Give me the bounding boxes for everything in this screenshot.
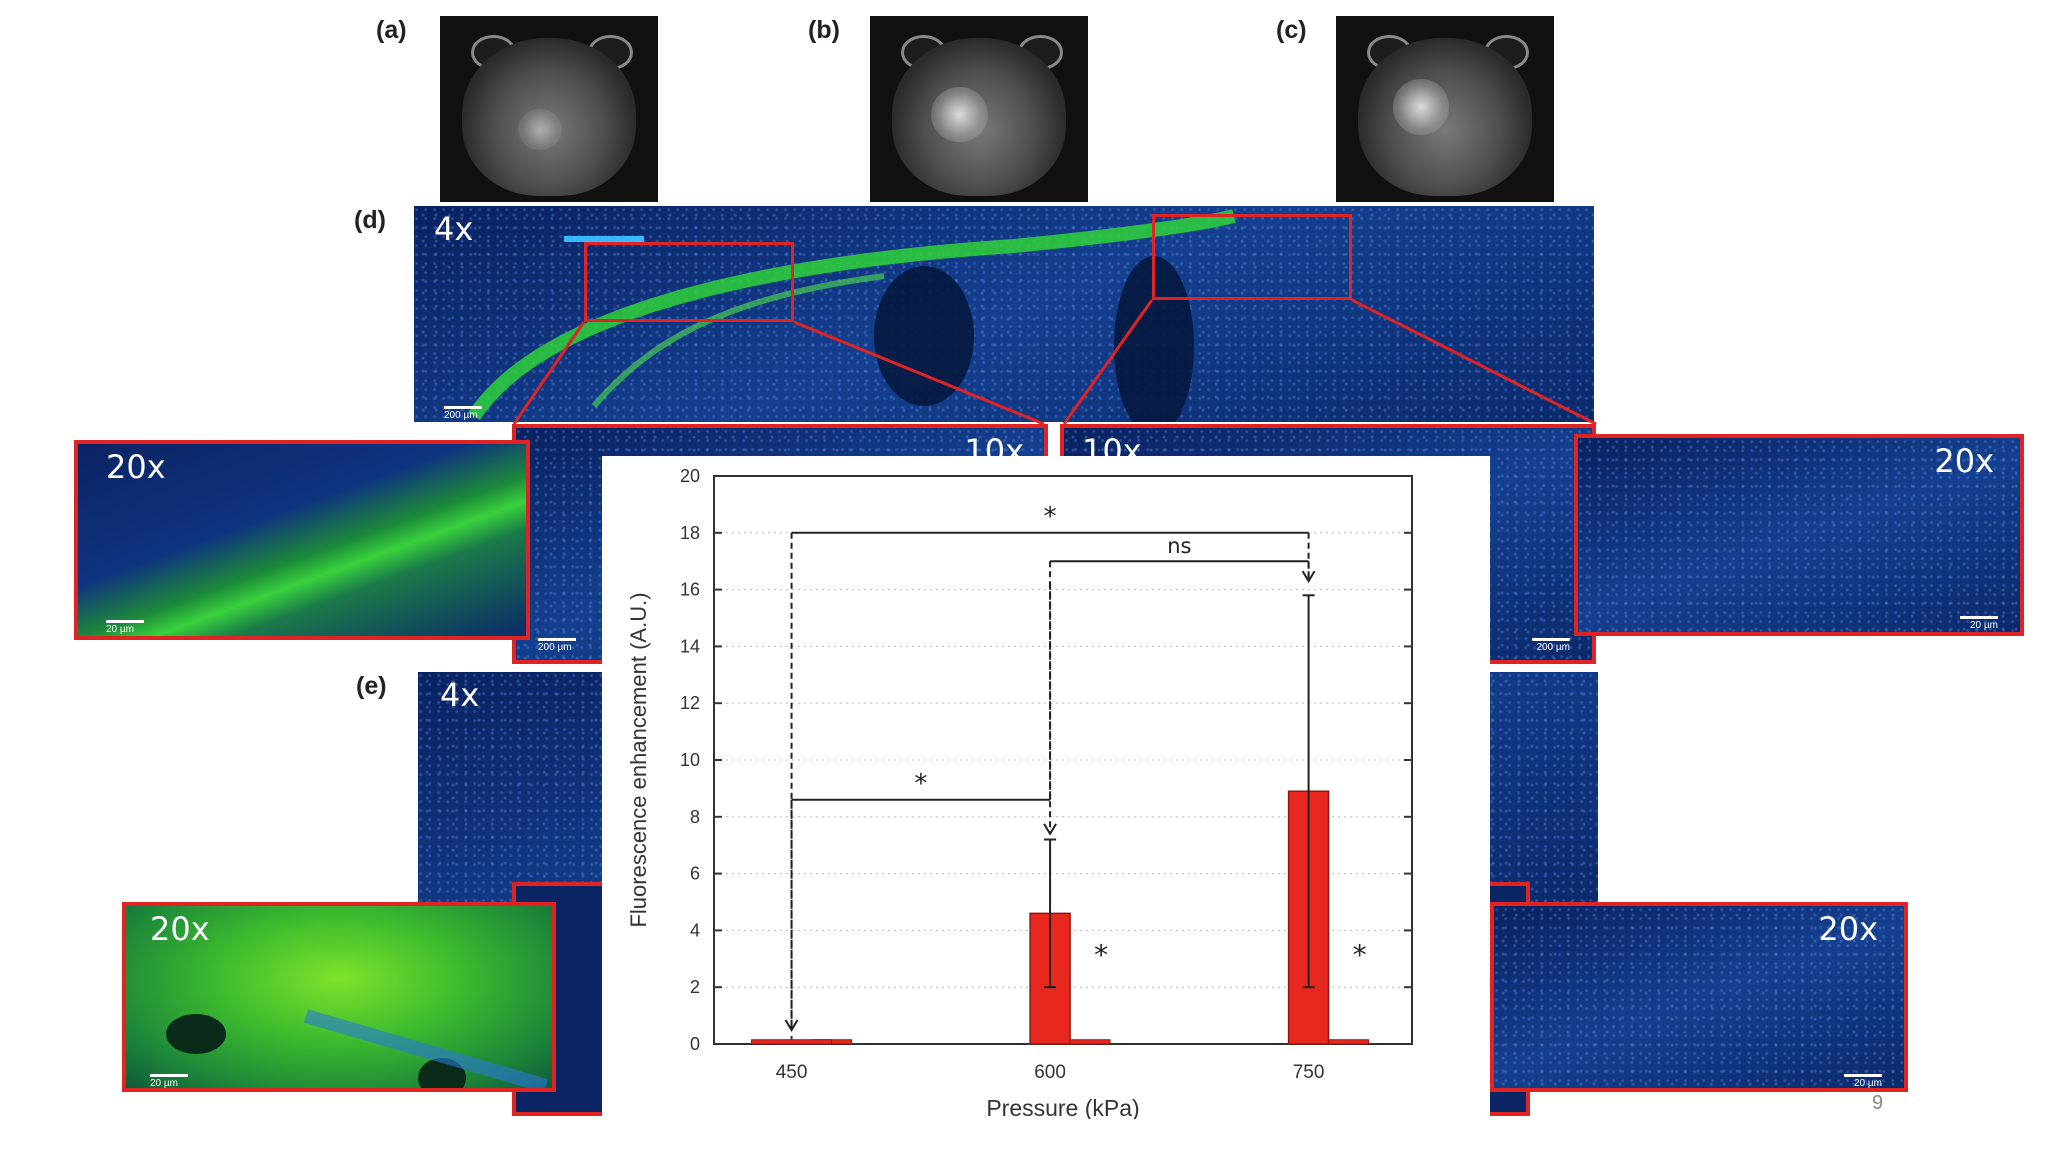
x-tick-label: 750 <box>1293 1062 1325 1083</box>
magnification-label: 4x <box>434 210 474 248</box>
y-axis-title: Fluorescence enhancement (A.U.) <box>626 592 651 927</box>
scale-bar <box>1532 638 1570 641</box>
panel-label-e: (e) <box>356 672 387 700</box>
scale-bar <box>538 638 576 641</box>
scale-bar-label: 20 µm <box>1970 620 1998 631</box>
significance-label: * <box>1044 502 1057 532</box>
bar-baseline <box>751 1039 833 1045</box>
significance-label: * <box>914 769 927 799</box>
fluorescence-20x-right-e: 20x 20 µm <box>1490 902 1908 1092</box>
scale-bar-label: 200 µm <box>1536 642 1570 653</box>
scale-bar-label: 20 µm <box>1854 1078 1882 1089</box>
scale-bar <box>444 406 482 409</box>
arrowhead <box>1043 823 1057 836</box>
mri-image-c <box>1336 16 1554 202</box>
y-tick-label: 14 <box>680 636 700 656</box>
x-tick-label: 450 <box>776 1062 808 1083</box>
y-tick-label: 0 <box>690 1034 700 1054</box>
bar-secondary <box>1069 1039 1111 1045</box>
scale-bar-label: 20 µm <box>150 1078 178 1089</box>
scale-bar <box>106 620 144 623</box>
mri-image-b <box>870 16 1088 202</box>
y-tick-label: 12 <box>680 693 700 713</box>
bar-chart-svg: 0 2 4 6 8 10 12 14 16 18 20 450 600 750 Pressure (kPa)… <box>626 466 1413 1121</box>
y-tick-label: 8 <box>690 807 700 827</box>
panel-label-a: (a) <box>376 16 407 44</box>
panel-label-b: (b) <box>808 16 840 44</box>
roi-box-right <box>1152 214 1352 300</box>
panel-label-c: (c) <box>1276 16 1307 44</box>
fluorescence-20x-left-e: 20x 20 µm <box>122 902 556 1092</box>
scale-bar-label: 200 µm <box>444 410 478 421</box>
scale-bar-label: 200 µm <box>538 642 572 653</box>
y-tick-label: 6 <box>690 864 700 884</box>
scale-bar <box>1960 616 1998 619</box>
x-tick-label: 600 <box>1034 1062 1066 1083</box>
fluorescence-20x-right-d: 20x 20 µm <box>1574 434 2024 636</box>
scale-bar <box>1844 1074 1882 1077</box>
magnification-label: 20x <box>106 448 166 486</box>
roi-box-left <box>584 242 794 322</box>
fluorescence-overview-d: 4x 200 µm <box>414 206 1594 422</box>
bar-significance-mark: * <box>1353 938 1367 971</box>
x-axis-title: Pressure (kPa) <box>986 1095 1139 1119</box>
magnification-label: 20x <box>1818 910 1878 948</box>
magnification-label: 4x <box>440 676 480 714</box>
bar-chart: 0 2 4 6 8 10 12 14 16 18 20 450 600 750 Pressure (kPa)… <box>602 456 1490 1121</box>
magnification-label: 20x <box>1934 442 1994 480</box>
y-tick-label: 20 <box>680 466 700 486</box>
y-tick-label: 18 <box>680 523 700 543</box>
arrowhead <box>784 1019 799 1032</box>
mri-image-a <box>440 16 658 202</box>
y-tick-label: 2 <box>690 977 700 997</box>
y-tick-label: 4 <box>690 920 700 940</box>
arrowhead <box>1301 570 1316 584</box>
significance-label: ns <box>1167 534 1191 558</box>
bar-secondary <box>1328 1039 1370 1045</box>
magnification-label: 20x <box>150 910 210 948</box>
bar-significance-mark: * <box>1094 938 1108 971</box>
panel-label-d: (d) <box>354 206 386 234</box>
y-tick-label: 16 <box>680 580 700 600</box>
scale-bar-label: 20 µm <box>106 624 134 635</box>
y-tick-label: 10 <box>680 750 700 770</box>
fluorescence-20x-left-d: 20x 20 µm <box>74 440 530 640</box>
scale-bar <box>150 1074 188 1077</box>
page-number: 9 <box>1872 1092 1884 1114</box>
